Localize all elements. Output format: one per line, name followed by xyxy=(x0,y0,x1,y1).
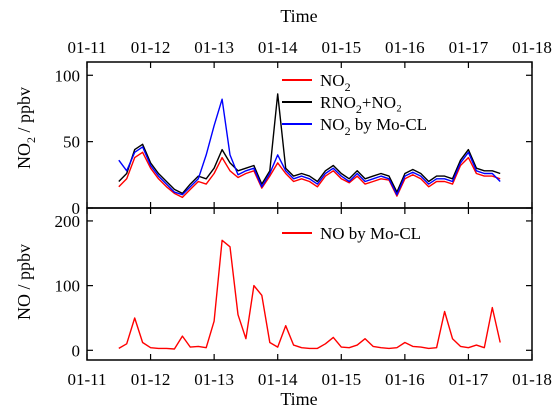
bottom-x-tick-label-4: 01-15 xyxy=(321,370,361,389)
top-x-tick-label-5: 01-16 xyxy=(385,38,425,57)
top-legend-label-2: NO2 by Mo-CL xyxy=(320,115,427,138)
bottom-x-tick-label-6: 01-17 xyxy=(449,370,489,389)
bottom-legend-label-0: NO by Mo-CL xyxy=(320,224,421,243)
bottom-plot-frame xyxy=(86,207,533,361)
top-legend-label-1: RNO2+NO₂ xyxy=(320,93,402,116)
bottom-legend: NO by Mo-CL xyxy=(282,224,421,243)
top-x-tick-label-3: 01-14 xyxy=(258,38,298,57)
bottom-y-tick-label-1: 100 xyxy=(55,277,81,296)
bottom-y-axis-title: NO / ppbv xyxy=(14,244,34,320)
top-series-line-1 xyxy=(118,93,501,195)
top-y-tick-label-0: 0 xyxy=(72,199,81,218)
top-y-tick-label-2: 100 xyxy=(55,66,81,85)
bottom-y-tick-label-0: 0 xyxy=(72,341,81,360)
bottom-x-tick-label-0: 01-11 xyxy=(67,370,106,389)
bottom-x-tick-label-5: 01-16 xyxy=(385,370,425,389)
top-x-tick-label-6: 01-17 xyxy=(449,38,489,57)
bottom-x-tick-label-3: 01-14 xyxy=(258,370,298,389)
bottom-x-tick-label-1: 01-12 xyxy=(131,370,171,389)
top-plot-frame xyxy=(86,61,533,209)
top-y-tick-label-1: 50 xyxy=(63,133,80,152)
top-series-line-0 xyxy=(118,151,501,199)
bottom-x-tick-label-2: 01-13 xyxy=(194,370,234,389)
top-x-axis-title: Time xyxy=(280,6,317,26)
bottom-x-axis-title: Time xyxy=(280,389,317,409)
top-x-tick-label-7: 01-18 xyxy=(512,38,552,57)
bottom-panel-no: 01-11 01-12 01-13 01-14 01-15 01-16 01-17 01-18… xyxy=(55,207,552,389)
top-x-tick-label-1: 01-12 xyxy=(131,38,171,57)
top-legend-label-0: NO2 xyxy=(320,71,351,94)
top-x-tick-label-0: 01-11 xyxy=(67,38,106,57)
top-panel-no2: 01-11 01-12 01-13 01-14 01-15 01-16 01-17 01-18… xyxy=(55,38,552,218)
top-y-axis-title: NO2 / ppbv xyxy=(14,87,38,169)
bottom-x-tick-label-7: 01-18 xyxy=(512,370,552,389)
top-x-tick-label-4: 01-15 xyxy=(321,38,361,57)
top-series-line-2 xyxy=(118,98,501,196)
top-x-tick-label-2: 01-13 xyxy=(194,38,234,57)
bottom-series-line-0 xyxy=(118,239,501,350)
bottom-y-tick-label-2: 200 xyxy=(55,212,81,231)
